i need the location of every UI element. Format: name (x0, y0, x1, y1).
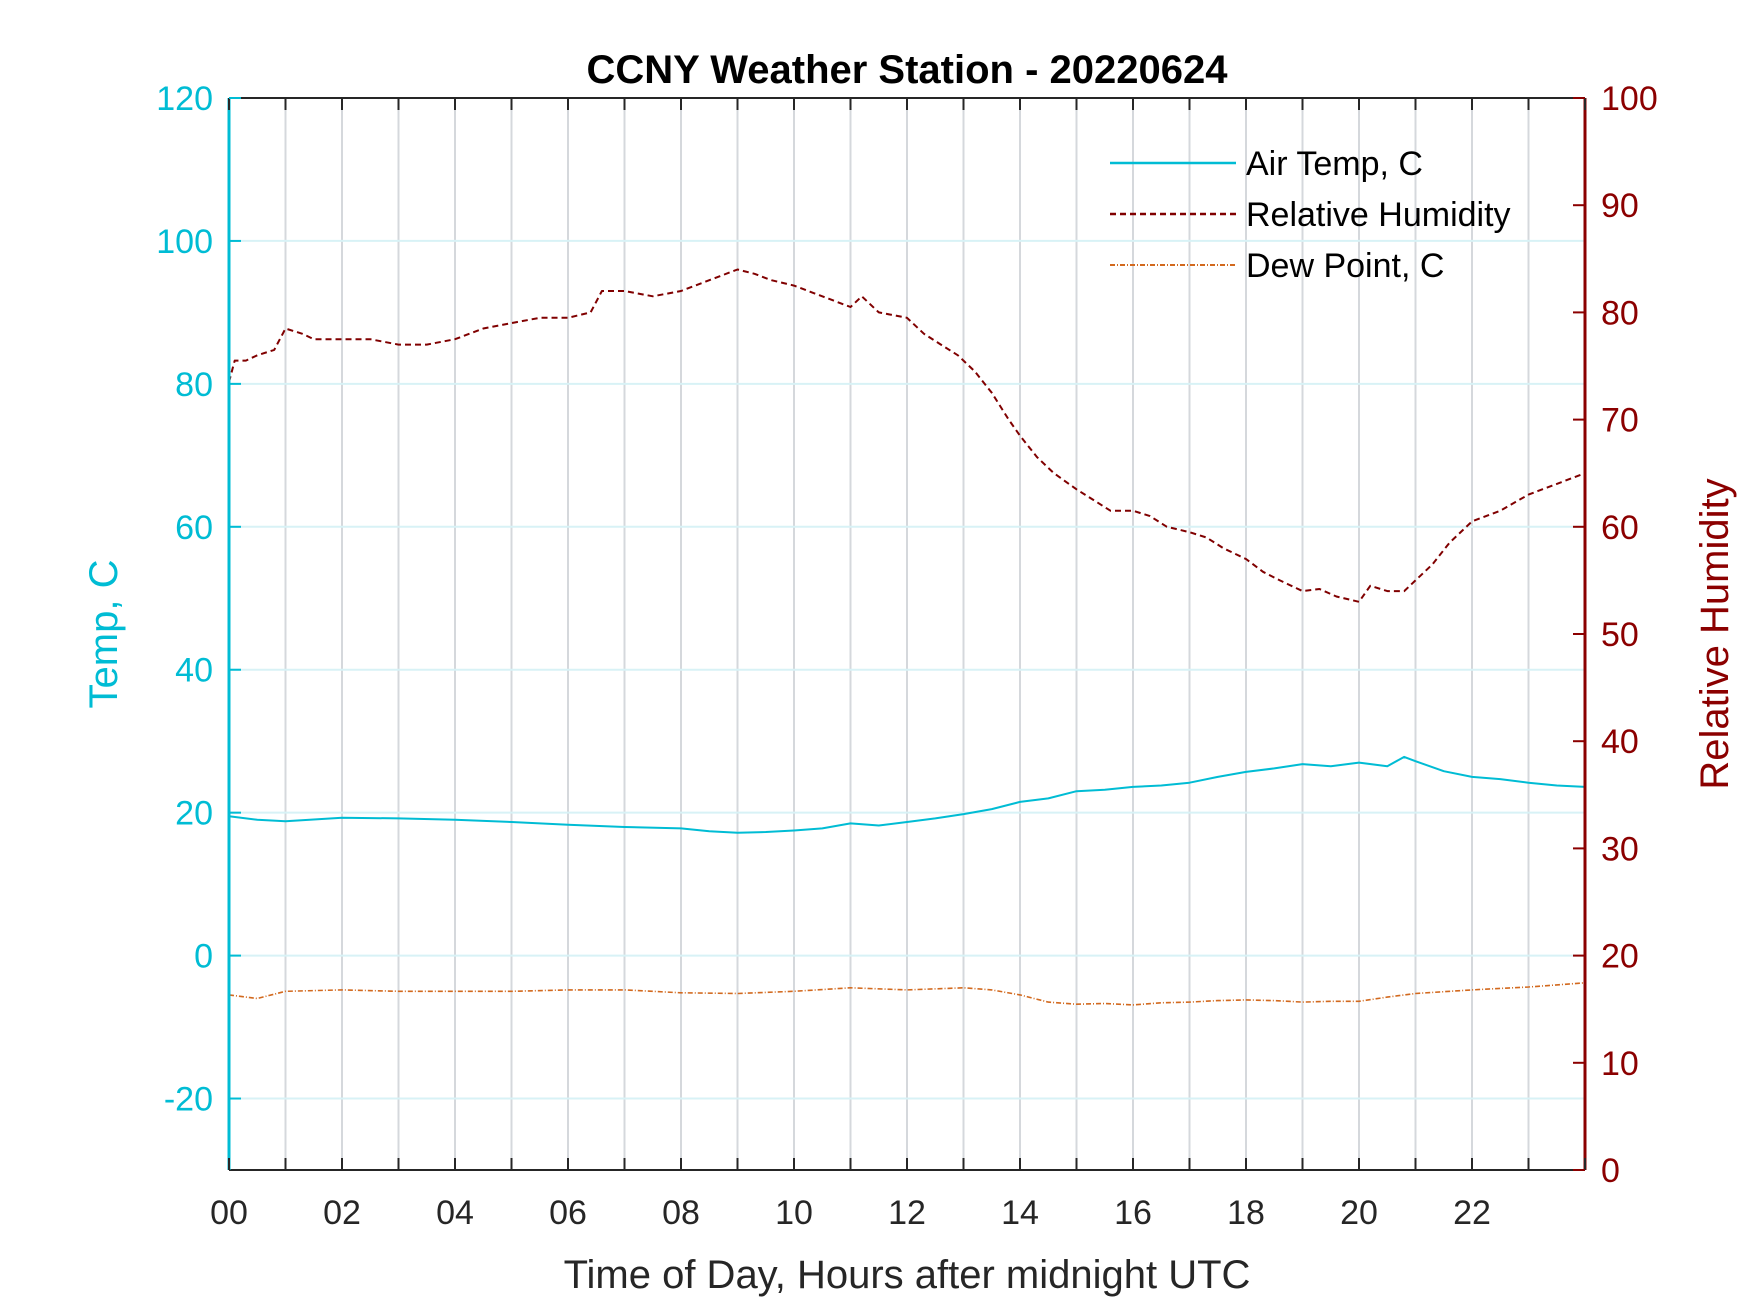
right-tick-label: 80 (1601, 294, 1639, 332)
x-tick-label: 04 (436, 1194, 474, 1232)
right-tick-label: 40 (1601, 723, 1639, 761)
grid-lines (229, 98, 1585, 1170)
chart-title: CCNY Weather Station - 20220624 (587, 48, 1229, 92)
x-tick-label: 02 (323, 1194, 361, 1232)
legend: Air Temp, C Relative Humidity Dew Point,… (1110, 145, 1511, 285)
left-tick-label: -20 (164, 1081, 213, 1119)
relative-humidity-line (228, 268, 1586, 603)
right-tick-label: 30 (1601, 830, 1639, 868)
x-tick-label: 16 (1114, 1194, 1152, 1232)
left-tick-label: 0 (194, 938, 213, 976)
x-axis-label: Time of Day, Hours after midnight UTC (564, 1253, 1251, 1297)
right-tick-label: 60 (1601, 509, 1639, 547)
x-tick-label: 10 (775, 1194, 813, 1232)
x-tick-label: 12 (888, 1194, 926, 1232)
legend-label-relative-humidity: Relative Humidity (1246, 196, 1511, 234)
right-tick-label: 90 (1601, 187, 1639, 225)
left-tick-label: 80 (175, 366, 213, 404)
left-tick-label: 20 (175, 795, 213, 833)
axes: 00 02 04 06 08 10 12 14 16 18 20 22-200204060801001… (156, 80, 1657, 1232)
x-tick-label: 18 (1227, 1194, 1265, 1232)
left-tick-label: 100 (156, 223, 213, 261)
dew-point-line (228, 982, 1586, 1006)
right-tick-label: 10 (1601, 1045, 1639, 1083)
x-tick-label: 22 (1453, 1194, 1491, 1232)
right-tick-label: 100 (1601, 80, 1658, 118)
right-y-axis-label: Relative Humidity (1693, 478, 1737, 789)
left-tick-label: 120 (156, 80, 213, 118)
x-tick-label: 06 (549, 1194, 587, 1232)
right-tick-label: 20 (1601, 938, 1639, 976)
legend-label-dew-point: Dew Point, C (1246, 247, 1444, 285)
left-tick-label: 60 (175, 509, 213, 547)
legend-label-air-temp: Air Temp, C (1246, 145, 1423, 183)
x-tick-label: 20 (1340, 1194, 1378, 1232)
left-tick-label: 40 (175, 652, 213, 690)
series-lines (228, 268, 1586, 1006)
right-tick-label: 0 (1601, 1152, 1620, 1190)
air-temp-line (228, 755, 1586, 834)
right-tick-label: 50 (1601, 616, 1639, 654)
x-tick-label: 00 (210, 1194, 248, 1232)
right-tick-label: 70 (1601, 402, 1639, 440)
x-tick-label: 08 (662, 1194, 700, 1232)
left-y-axis-label: Temp, C (82, 560, 126, 709)
x-tick-label: 14 (1001, 1194, 1039, 1232)
